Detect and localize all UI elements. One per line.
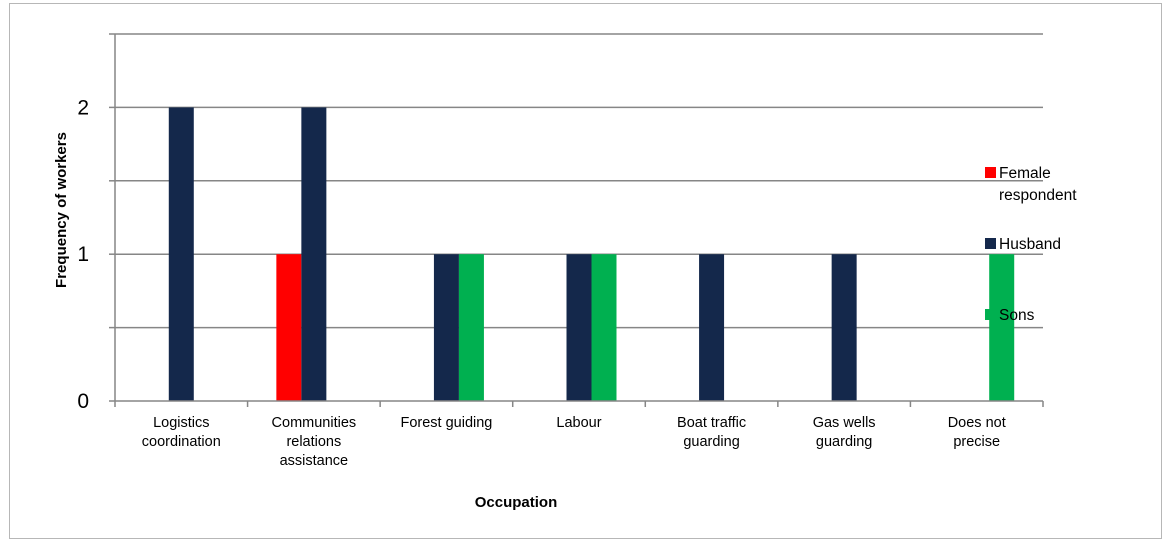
legend-swatch	[985, 167, 996, 178]
x-tick-label: Forest guiding	[400, 415, 492, 431]
bar-sons	[458, 254, 484, 401]
bar-sons	[591, 254, 617, 401]
bar-husband	[699, 254, 725, 401]
x-tick-label: Communities relations assistance	[272, 415, 357, 469]
x-tick-label: Logistics coordination	[142, 415, 221, 450]
y-tick-label: 2	[77, 96, 89, 119]
chart-frame: 0 1 2 Logistics coordination Communities rela…	[9, 3, 1162, 539]
y-tick-label: 0	[77, 390, 89, 413]
y-tick-labels: 0 1 2	[77, 96, 89, 413]
legend-swatch	[985, 309, 996, 320]
x-axis-title: Occupation	[475, 494, 558, 511]
x-tick-label: Labour	[556, 415, 601, 431]
gridlines	[115, 33, 1043, 329]
bar-husband	[301, 107, 327, 402]
bar-sons	[989, 254, 1015, 401]
x-tick-label: Boat traffic guarding	[677, 415, 746, 450]
y-tick-label: 1	[77, 243, 89, 266]
bar-husband	[168, 107, 194, 402]
legend-label: Husband	[999, 236, 1061, 253]
legend: Female respondent Husband Sons	[985, 165, 1077, 324]
bars	[168, 107, 1015, 402]
bar-husband	[566, 254, 592, 401]
x-tick-labels: Logistics coordination Communities relation…	[142, 415, 1006, 469]
y-axis-title: Frequency of workers	[53, 132, 70, 288]
bar-husband	[433, 254, 459, 401]
bar-chart: 0 1 2 Logistics coordination Communities rela…	[53, 33, 1077, 511]
axes	[109, 33, 1044, 407]
x-tick-label: Does not precise	[948, 415, 1006, 450]
x-tick-label: Gas wells guarding	[813, 415, 876, 450]
bar-female-respondent	[276, 254, 302, 401]
legend-label: Sons	[999, 307, 1035, 324]
bar-husband	[831, 254, 857, 401]
legend-swatch	[985, 238, 996, 249]
legend-label: Female respondent	[999, 165, 1077, 204]
